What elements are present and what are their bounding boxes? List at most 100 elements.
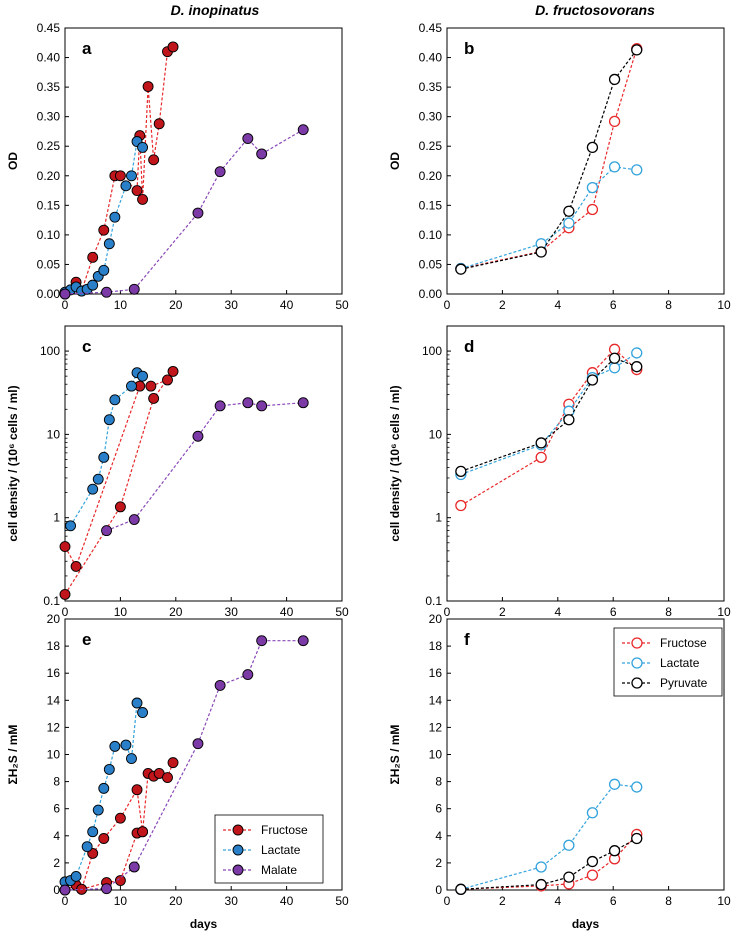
plot-a-ytick-label: 0.45 — [37, 21, 61, 35]
plot-a-ytick-label: 0.15 — [37, 198, 61, 212]
plot-f-ytick-label: 6 — [435, 802, 442, 816]
plot-e-xtick-label: 30 — [225, 894, 239, 908]
plot-a-series-lactate-point — [103, 238, 115, 250]
plot-a-series-fructose-point — [142, 81, 154, 92]
plot-b-ytick-label: 0.30 — [419, 110, 443, 124]
plot-e-legend-fructose-marker — [232, 824, 244, 836]
plot-e-series-lactate-point — [137, 707, 149, 718]
plot-d-panel-label: d — [464, 337, 474, 356]
right-column-title: D. fructosovorans — [535, 2, 655, 18]
plot-a-series-malate-point — [192, 207, 204, 219]
plot-f-series-lactate-point — [608, 778, 621, 790]
plot-a-series-malate-point — [101, 286, 113, 298]
plot-a-series-malate-point — [214, 166, 226, 178]
plot-b-ytick-label: 0.35 — [419, 80, 443, 94]
plot-a-series-fructose-point — [137, 193, 149, 205]
plot-a-xtick-label: 50 — [335, 298, 349, 312]
plot-b-series-lactate-point — [608, 161, 621, 173]
plot-d-ylabel: cell density / (10⁶ cells / ml) — [388, 385, 402, 541]
plot-b-ytick-label: 0.20 — [419, 169, 443, 183]
plot-f-ytick-label: 12 — [429, 720, 443, 734]
plot-c-series-malate-point — [242, 397, 254, 409]
plot-e-series-malate-line — [64, 640, 304, 891]
plot-d-series-fructose-point — [535, 451, 547, 464]
plot-e-series-lactate-point — [120, 739, 132, 751]
plot-e-series-lactate-point — [103, 763, 115, 775]
plot-f-xtick-label: 4 — [554, 894, 561, 908]
plot-a-xtick-label: 30 — [225, 298, 239, 312]
plot-e-series-lactate-point — [131, 697, 143, 709]
plot-e-series-malate-point — [297, 635, 309, 647]
plot-c-series-lactate-point — [109, 394, 121, 406]
plot-c-series-fructose-a-point — [114, 501, 126, 513]
plot-b-xtick-label: 2 — [499, 298, 506, 312]
plot-f-xtick-label: 6 — [610, 894, 617, 908]
plot-f-series-lactate-point — [631, 781, 643, 793]
plot-b-series-fructose-line — [460, 48, 638, 270]
plot-e-series-fructose-point — [98, 833, 110, 844]
plot-e-series-lactate-point — [126, 753, 137, 765]
plot-d-series-lactate-line — [460, 352, 638, 476]
plot-f-xlabel: days — [572, 917, 600, 931]
plot-e-ytick-label: 6 — [53, 802, 60, 816]
plot-d-frame — [446, 325, 725, 602]
plot-e-ytick-label: 0 — [53, 883, 60, 897]
plot-a-ytick-label: 0.40 — [37, 51, 61, 65]
plot-e-series-fructose-line — [64, 762, 174, 891]
plot-a-series-fructose-point — [87, 251, 99, 263]
plot-f-legend-pyruvate-label: Pyruvate — [660, 676, 708, 690]
plot-d-series-pyruvate-point — [455, 465, 467, 477]
plot-f-xtick-label: 0 — [444, 894, 451, 908]
plot-c-series-fructose-b-point — [145, 380, 157, 392]
plot-a-series-malate-point — [59, 288, 71, 300]
plot-a-panel-label: a — [82, 39, 92, 58]
plot-f-series-lactate-point — [535, 861, 547, 873]
plot-e-series-lactate-point — [92, 804, 104, 816]
plot-e-series-fructose-point — [162, 772, 173, 783]
plot-b-series-lactate-line — [460, 166, 637, 270]
plot-f-ytick-label: 2 — [435, 856, 442, 870]
plot-b-panel-label: b — [464, 39, 474, 58]
plot-b-series-pyruvate-point — [631, 44, 643, 56]
plot-d-series-pyruvate-point — [586, 374, 599, 386]
plot-e-legend-malate-label: Malate — [261, 863, 297, 877]
plot-a-xtick-label: 20 — [169, 298, 183, 312]
plot-b-frame — [446, 27, 725, 295]
plot-c-ylabel: cell density / (10⁶ cells / ml) — [6, 385, 20, 541]
plot-e-xtick-label: 50 — [335, 894, 349, 908]
plot-a-series-lactate-point — [98, 264, 110, 276]
plot-a-ytick-label: 0.20 — [37, 169, 61, 183]
plot-c-series-fructose-a-point — [167, 365, 179, 377]
plot-e-panel-label: e — [82, 630, 91, 649]
plot-e-series-malate-point — [256, 635, 268, 647]
plot-c-series-fructose-b-point — [162, 374, 173, 386]
plot-f-ytick-label: 16 — [429, 666, 443, 680]
plot-c-series-malate-point — [192, 430, 204, 442]
plot-d-xtick-label: 8 — [665, 605, 672, 619]
plot-b-xtick-label: 8 — [665, 298, 672, 312]
plot-b-series-pyruvate-point — [455, 263, 467, 275]
plot-c-series-malate-line — [106, 402, 304, 532]
plot-a-series-fructose-point — [148, 154, 160, 166]
plot-c-series-lactate-line — [69, 371, 143, 527]
plot-a-series-fructose-point — [153, 118, 165, 130]
plot-b-series-pyruvate-point — [608, 73, 621, 86]
plot-e-series-lactate-point — [70, 871, 82, 882]
plot-c-series-fructose-b-point — [59, 541, 71, 553]
plot-f-xtick-label: 8 — [665, 894, 672, 908]
plot-d-series-fructose-point — [455, 499, 467, 512]
plot-a-series-lactate-point — [137, 141, 149, 153]
plot-e-series-fructose-point — [114, 812, 126, 824]
plot-b-ytick-label: 0.25 — [419, 139, 443, 153]
plot-e-ytick-label: 10 — [47, 748, 61, 762]
plot-e-series-fructose-2-line — [81, 831, 143, 890]
plot-e-xtick-label: 10 — [114, 894, 128, 908]
plot-b-xtick-label: 6 — [610, 298, 617, 312]
plot-a-ytick-label: 0.10 — [37, 228, 61, 242]
plot-f-ytick-label: 8 — [435, 775, 442, 789]
plot-d-series-fructose-line — [460, 348, 638, 507]
plot-e-xtick-label: 40 — [280, 894, 294, 908]
plot-a-series-malate-point — [242, 133, 254, 144]
plot-e-series-malate-point — [101, 883, 113, 895]
plot-f-ytick-label: 20 — [429, 612, 443, 626]
